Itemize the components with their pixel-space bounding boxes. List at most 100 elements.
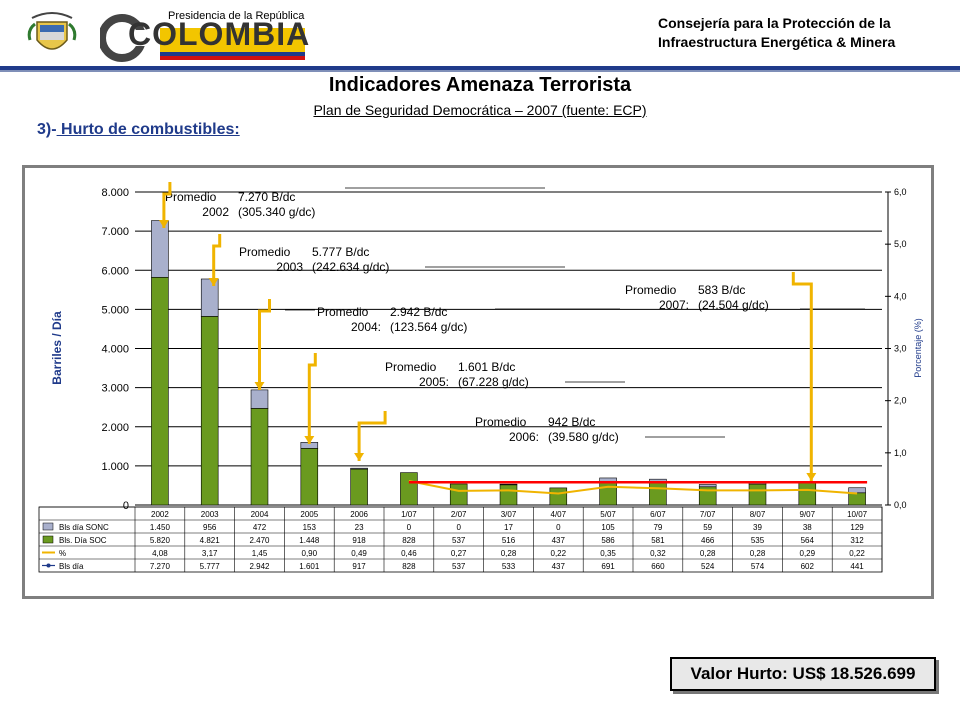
- annotation-label: Promedio: [625, 283, 677, 297]
- table-cell: 0,90: [302, 549, 318, 558]
- bar-sonc: [698, 484, 717, 488]
- table-cell: 59: [703, 523, 712, 532]
- table-cell: 535: [751, 536, 765, 545]
- annotation-period: 2004:: [351, 320, 381, 334]
- section-number: 3)-: [37, 121, 57, 138]
- bar-sonc: [200, 278, 219, 317]
- x-tick-label: 3/07: [501, 510, 517, 519]
- table-cell: 7.270: [150, 562, 171, 571]
- table-cell: 1.450: [150, 523, 171, 532]
- annotation-value: 583 B/dc: [698, 283, 745, 297]
- table-cell: 0,28: [750, 549, 766, 558]
- x-tick-label: 6/07: [650, 510, 666, 519]
- table-cell: 0,29: [800, 549, 816, 558]
- x-tick-label: 10/07: [847, 510, 868, 519]
- y-right-tick-label: 3,0: [894, 344, 907, 354]
- x-tick-label: 9/07: [800, 510, 816, 519]
- annotation-value: 1.601 B/dc: [458, 360, 515, 374]
- table-cell: 0,28: [700, 549, 716, 558]
- table-cell: 0: [407, 523, 412, 532]
- table-cell: 4.821: [200, 536, 221, 545]
- bar-soc: [549, 487, 568, 506]
- bar-soc: [300, 448, 319, 506]
- x-tick-label: 2003: [201, 510, 219, 519]
- pointer-arrowhead: [304, 436, 315, 444]
- table-cell: 23: [355, 523, 364, 532]
- table-cell: 2.470: [249, 536, 270, 545]
- bar-soc: [400, 472, 418, 506]
- y-right-tick-label: 2,0: [894, 396, 907, 406]
- table-cell: 4,08: [152, 549, 168, 558]
- table-cell: 0,46: [401, 549, 417, 558]
- pointer-arrowhead: [158, 220, 169, 228]
- x-tick-label: 8/07: [750, 510, 766, 519]
- annotation-detail: (24.504 g/dc): [698, 298, 769, 312]
- bar-sonc: [848, 487, 866, 494]
- annotation-detail: (67.228 g/dc): [458, 375, 529, 389]
- table-cell: 537: [452, 562, 466, 571]
- bar-soc: [449, 483, 468, 506]
- pointer-arrowhead: [254, 382, 265, 390]
- annotation-period: 2005:: [419, 375, 449, 389]
- pointer-arrow: [162, 182, 172, 228]
- legend-key: [42, 522, 54, 531]
- table-cell: 312: [850, 536, 864, 545]
- x-tick-label: 4/07: [551, 510, 567, 519]
- legend-label: Bls día SONC: [59, 523, 109, 532]
- header-line-1: Consejería para la Protección de la: [658, 15, 891, 31]
- pointer-arrowhead: [354, 453, 365, 461]
- table-cell: 1.448: [299, 536, 320, 545]
- annotation-period: 2006:: [509, 430, 539, 444]
- coat-of-arms-logo: [27, 12, 77, 50]
- annotation-detail: (39.580 g/dc): [548, 430, 619, 444]
- table-cell: 79: [653, 523, 662, 532]
- annotation-period: 2003: [276, 260, 303, 274]
- table-cell: 0,32: [650, 549, 666, 558]
- y-tick-label: 8.000: [101, 187, 129, 199]
- logo-subtitle: Presidencia de la República: [168, 10, 305, 22]
- table-cell: 581: [651, 536, 665, 545]
- bar-soc: [200, 316, 219, 506]
- y-tick-label: 5.000: [101, 304, 129, 316]
- table-cell: 437: [552, 562, 566, 571]
- y-right-tick-label: 5,0: [894, 239, 907, 249]
- header-office-name: Consejería para la Protección de la Infr…: [658, 14, 938, 52]
- table-cell: 586: [601, 536, 615, 545]
- table-cell: 0,49: [351, 549, 367, 558]
- annotation-value: 2.942 B/dc: [390, 305, 447, 319]
- table-cell: 0: [456, 523, 461, 532]
- header-divider: [0, 66, 960, 70]
- y-tick-label: 6.000: [101, 265, 129, 277]
- annotation-period: 2007:: [659, 298, 689, 312]
- table-cell: 1,45: [252, 549, 268, 558]
- bar-soc: [848, 492, 866, 506]
- y-right-tick-label: 6,0: [894, 187, 907, 197]
- table-cell: 437: [552, 536, 566, 545]
- y-axis-label: Barriles / Día: [50, 311, 64, 385]
- section-title: 3)- Hurto de combustibles:: [37, 121, 240, 139]
- y-right-tick-label: 4,0: [894, 291, 907, 301]
- bar-soc: [649, 481, 667, 506]
- annotation-detail: (242.634 g/dc): [312, 260, 389, 274]
- bar-soc: [151, 276, 169, 506]
- table-cell: 516: [502, 536, 516, 545]
- y-tick-label: 4.000: [101, 344, 129, 356]
- table-cell: 828: [402, 536, 416, 545]
- table-cell: 129: [850, 523, 864, 532]
- table-cell: 5.777: [200, 562, 221, 571]
- x-tick-label: 2/07: [451, 510, 467, 519]
- pointer-arrowhead: [208, 278, 219, 286]
- bar-soc: [798, 482, 817, 506]
- pointer-arrowhead: [806, 473, 817, 481]
- annotation-value: 942 B/dc: [548, 415, 595, 429]
- table-cell: 0,28: [501, 549, 517, 558]
- x-tick-label: 5/07: [600, 510, 616, 519]
- table-cell: 466: [701, 536, 715, 545]
- pointer-arrow: [791, 272, 813, 481]
- annotation-detail: (123.564 g/dc): [390, 320, 467, 334]
- x-tick-label: 2002: [151, 510, 169, 519]
- table-cell: 0,35: [600, 549, 616, 558]
- page-subtitle: Plan de Seguridad Democrática – 2007 (fu…: [313, 102, 647, 118]
- section-label: Hurto de combustibles:: [56, 121, 240, 138]
- x-tick-label: 7/07: [700, 510, 716, 519]
